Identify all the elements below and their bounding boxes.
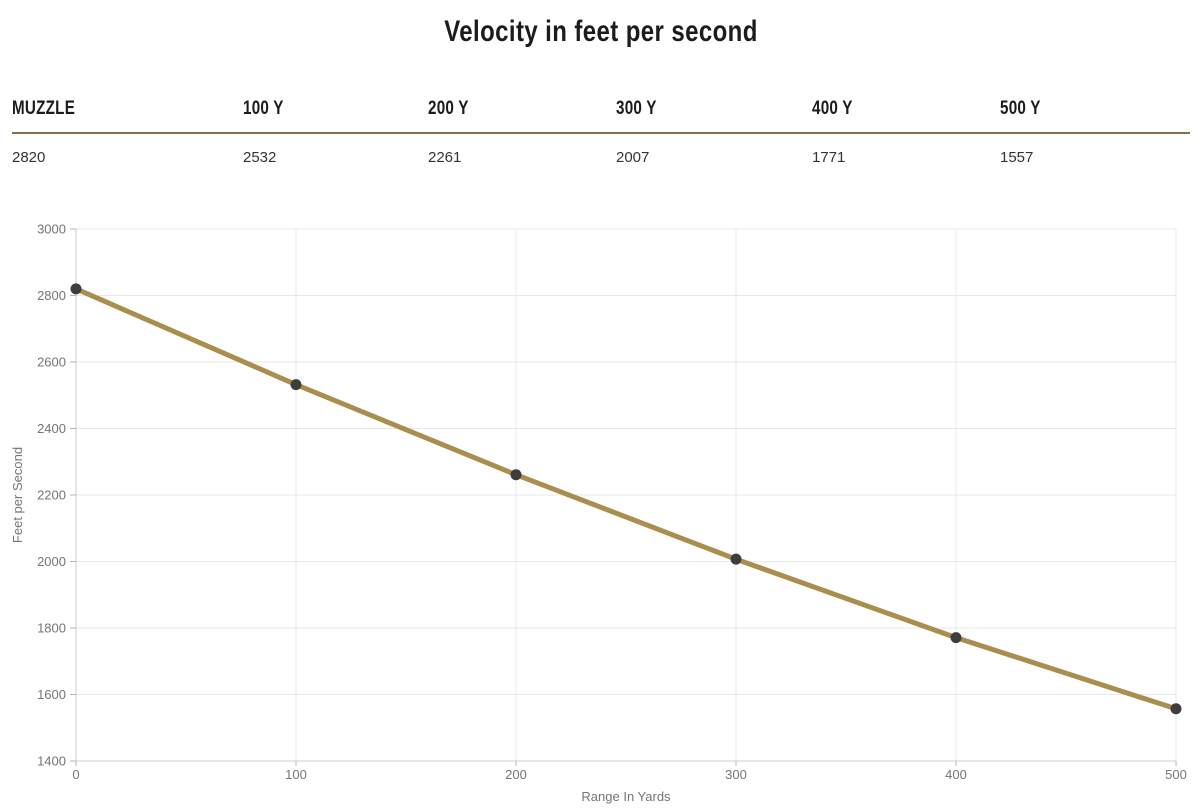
x-tick-label: 100	[285, 767, 307, 782]
velocity-line-chart: 1400 1600 1800 2000 2200 2400 2600 2800 3000 0 100…	[10, 222, 1187, 805]
x-tick-label: 500	[1165, 767, 1187, 782]
table-value-cell: 1557	[1000, 149, 1034, 166]
velocity-table: MUZZLE 100 Y 200 Y 300 Y 400 Y 500 Y 2820 2532…	[12, 98, 1190, 166]
table-value-cell: 1771	[812, 149, 846, 166]
table-value-cell: 2532	[243, 149, 277, 166]
table-header-label: 500 Y	[1000, 98, 1041, 119]
table-header-cell: MUZZLE	[12, 98, 243, 120]
x-tick-label: 400	[945, 767, 967, 782]
table-header-label: 300 Y	[616, 98, 657, 119]
table-header-cell: 300 Y	[616, 98, 812, 120]
x-tick-label: 300	[725, 767, 747, 782]
x-axis-title: Range In Yards	[581, 789, 671, 804]
y-tick-label: 2800	[37, 288, 66, 303]
x-tick-label: 200	[505, 767, 527, 782]
table-value-cell: 2261	[428, 149, 462, 166]
y-tick-label: 3000	[37, 222, 66, 237]
data-point[interactable]	[290, 379, 302, 391]
data-point[interactable]	[70, 283, 82, 295]
y-tick-label: 1600	[37, 687, 66, 702]
table-header-cell: 400 Y	[812, 98, 1000, 120]
velocity-table-value-row: 2820 2532 2261 2007 1771 1557	[12, 134, 1190, 166]
title-bar: Velocity in feet per second	[0, 0, 1202, 55]
y-tick-label: 2400	[37, 421, 66, 436]
table-value-cell: 2007	[616, 149, 650, 166]
y-axis-title: Feet per Second	[10, 447, 25, 543]
y-tick-label: 2000	[37, 554, 66, 569]
x-tick-label: 0	[72, 767, 79, 782]
table-header-label: 100 Y	[243, 98, 284, 119]
data-point[interactable]	[950, 632, 962, 644]
velocity-table-header-row: MUZZLE 100 Y 200 Y 300 Y 400 Y 500 Y	[12, 98, 1190, 134]
page-title: Velocity in feet per second	[444, 15, 758, 48]
velocity-chart-area: 1400 1600 1800 2000 2200 2400 2600 2800 3000 0 100…	[0, 215, 1202, 810]
data-point[interactable]	[1170, 703, 1182, 715]
table-header-cell: 500 Y	[1000, 98, 1190, 120]
table-header-label: MUZZLE	[12, 98, 76, 119]
y-tick-label: 2200	[37, 488, 66, 503]
data-point[interactable]	[730, 553, 742, 565]
table-header-label: 400 Y	[812, 98, 853, 119]
table-header-label: 200 Y	[428, 98, 469, 119]
table-header-cell: 100 Y	[243, 98, 428, 120]
y-tick-label: 1800	[37, 621, 66, 636]
table-value-cell: 2820	[12, 149, 46, 166]
table-header-cell: 200 Y	[428, 98, 616, 120]
y-tick-label: 2600	[37, 355, 66, 370]
y-tick-label: 1400	[37, 754, 66, 769]
data-point[interactable]	[510, 469, 522, 481]
series-line	[73, 286, 1179, 712]
